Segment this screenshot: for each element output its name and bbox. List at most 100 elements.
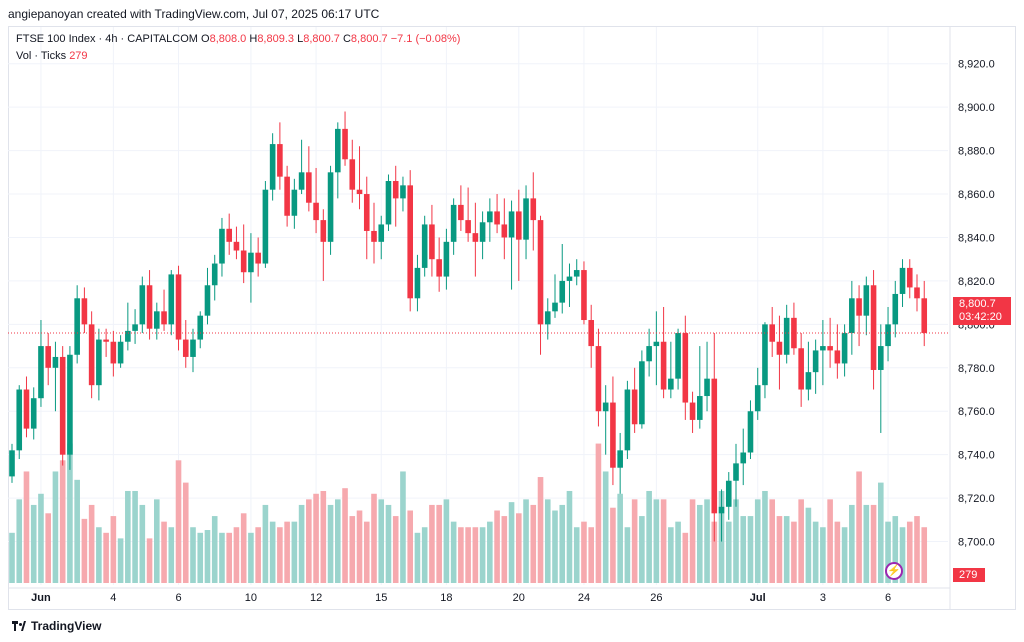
candle-body [342,128,348,160]
x-tick-label: Jun [31,592,51,604]
volume-bar [892,516,899,583]
volume-bar [139,504,146,583]
candle-body [740,452,747,464]
volume-bar [190,527,196,583]
candle-body [892,293,899,325]
candle-body [240,250,247,273]
candle-body [154,311,160,329]
y-tick-label: 8,720.0 [958,493,995,505]
candle-body [812,350,819,373]
volume-bar [689,499,696,583]
volume-value: 279 [69,50,88,62]
candle-body [537,220,544,325]
volume-bar [841,527,848,583]
candle-body [9,450,15,477]
candle-body [899,267,906,294]
volume-bar [725,521,732,583]
candle-body [559,280,566,303]
volume-bar [617,493,623,583]
x-tick-label: 15 [375,592,387,604]
volume-bar [573,527,580,583]
volume-bar [306,499,312,583]
x-tick-label: 4 [110,592,116,604]
candle-body [175,274,182,340]
volume-bar [856,471,862,583]
candle-body [371,230,377,242]
candle-body [226,228,232,242]
tradingview-footer[interactable]: TradingView [12,619,101,633]
candle-body [494,211,500,225]
candle-body [349,159,356,190]
volume-bar [284,521,290,583]
candle-body [407,185,413,299]
volume-bar [414,532,421,583]
x-tick-label: 26 [650,592,662,604]
x-tick-label: Jul [750,592,766,604]
volume-bar [516,513,522,583]
y-tick-label: 8,880.0 [958,146,995,158]
candle-body [870,285,877,370]
volume-bar [335,499,341,583]
candle-body [805,372,812,390]
volume-bar [226,532,232,583]
volume-bar [407,510,413,583]
candle-body [849,298,855,334]
volume-bar [479,527,486,583]
bolt-icon[interactable]: ⚡ [885,562,903,580]
volume-bar [878,482,884,583]
candle-body [385,181,392,225]
candle-body [610,402,616,468]
volume-bar [38,493,44,583]
candle-body [762,324,768,386]
volume-bar [885,521,891,583]
candle-body [798,348,804,390]
symbol-label[interactable]: FTSE 100 Index · 4h · CAPITALCOM [16,33,198,45]
volume-label[interactable]: Vol · Ticks [16,50,67,62]
candle-body [617,450,623,468]
tradingview-logo-icon [12,621,26,631]
volume-bar [320,490,327,583]
volume-bar [914,516,920,583]
candle-body [52,356,59,368]
candle-body [139,285,146,325]
x-tick-label: 6 [175,592,181,604]
candle-body [639,361,645,425]
candle-body [776,341,783,355]
volume-bar [906,521,913,583]
volume-bar [429,504,435,583]
candle-body [38,346,44,399]
volume-bar [349,516,356,583]
candle-body [653,341,660,347]
volume-bar [602,471,609,583]
candle-body [863,285,870,316]
candle-body [103,339,109,342]
volume-bar [450,521,457,583]
candle-body [711,378,718,514]
candle-body [132,324,138,331]
last-price-tag: 8,800.7 03:42:20 [953,297,1011,325]
candle-body [783,317,790,355]
volume-bar [544,499,551,583]
volume-bar [356,510,363,583]
volume-bar [704,499,710,583]
volume-bar [675,521,681,583]
volume-bar [291,521,298,583]
x-tick-label: 6 [885,592,891,604]
open-value: 8,808.0 [209,33,247,45]
volume-bar [697,504,703,583]
volume-bar [298,504,305,583]
candle-body [581,270,587,321]
volume-bar [154,499,160,583]
volume-bar [552,510,558,583]
candle-body [906,267,913,288]
volume-bar [211,516,218,583]
candle-body [443,241,450,277]
candle-body [211,263,218,286]
volume-bar [733,499,739,583]
candle-body [675,333,681,379]
candle-body [588,320,594,347]
volume-bar [52,471,59,583]
volume-bar [240,513,247,583]
volume-bar [921,527,928,583]
